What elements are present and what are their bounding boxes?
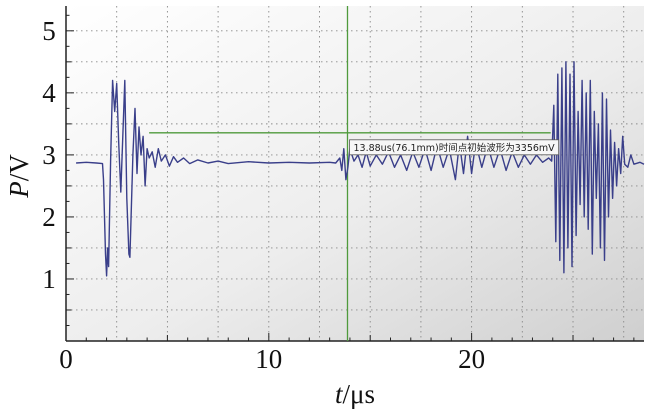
y-axis-unit: /V bbox=[4, 154, 34, 182]
annotation-text: 13.88us(76.1mm)时间点初始波形为3356mV bbox=[353, 142, 555, 154]
x-axis-unit: /μs bbox=[343, 379, 375, 409]
y-tick-label: 5 bbox=[42, 16, 56, 46]
x-tick-label: 0 bbox=[59, 344, 73, 374]
y-tick-label: 4 bbox=[42, 78, 56, 108]
y-tick-label: 1 bbox=[42, 264, 56, 294]
cursor-annotation: 13.88us(76.1mm)时间点初始波形为3356mV bbox=[349, 139, 560, 156]
grid bbox=[66, 6, 644, 341]
y-axis-label: P/V bbox=[4, 154, 34, 199]
annotation-box bbox=[349, 139, 560, 156]
x-axis-label: t/μs bbox=[335, 379, 375, 409]
y-axis-var: P bbox=[4, 181, 34, 199]
axis-ticks bbox=[65, 14, 635, 342]
y-tick-labels: 1 2 3 4 5 bbox=[42, 16, 56, 294]
y-tick-label: 2 bbox=[42, 202, 56, 232]
x-tick-label: 20 bbox=[458, 344, 485, 374]
x-tick-label: 10 bbox=[255, 344, 282, 374]
x-tick-labels: 0 10 20 bbox=[59, 344, 485, 374]
waveform-line bbox=[76, 61, 645, 277]
y-tick-label: 3 bbox=[42, 140, 56, 170]
x-axis-var: t bbox=[335, 379, 344, 409]
